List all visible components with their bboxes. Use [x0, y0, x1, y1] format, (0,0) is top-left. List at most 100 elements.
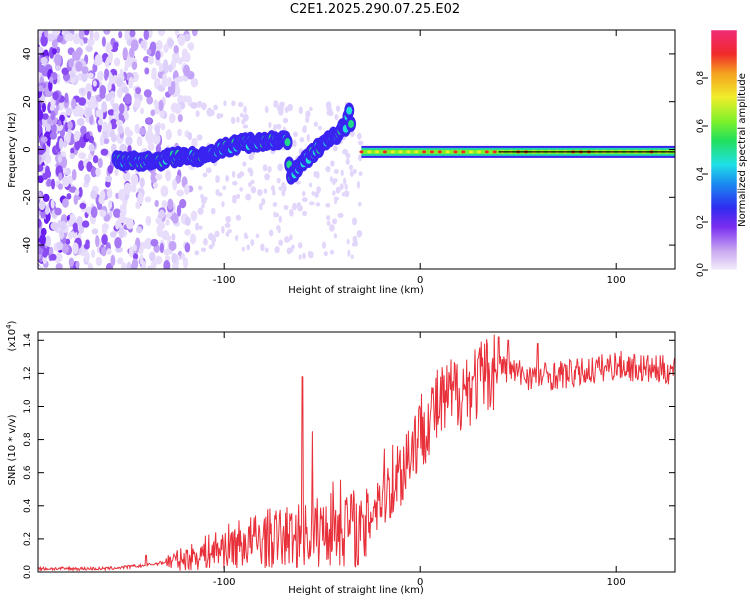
- y-tick-label: 0.2: [23, 532, 33, 546]
- speckle-mark: [247, 167, 252, 173]
- speckle-mark: [100, 190, 106, 200]
- speckle-mark: [201, 204, 205, 208]
- speckle-mark: [184, 229, 191, 236]
- speckle-mark: [283, 185, 287, 192]
- speckle-mark: [340, 183, 344, 190]
- y-tick-label: 1.4: [23, 333, 33, 348]
- speckle-mark: [332, 190, 335, 196]
- speckle-mark: [346, 158, 350, 165]
- speckle-mark: [191, 211, 198, 222]
- speckle-mark: [221, 201, 224, 207]
- speckle-mark: [134, 98, 141, 109]
- speckle-mark: [155, 174, 163, 180]
- speckle-mark: [108, 200, 112, 209]
- speckle-mark: [174, 103, 182, 114]
- speckle-mark: [164, 249, 170, 255]
- speckle-mark: [216, 113, 220, 119]
- speckle-mark: [106, 248, 111, 255]
- speckle-mark: [36, 47, 44, 54]
- speckle-mark: [51, 199, 55, 209]
- speckle-mark: [316, 171, 319, 179]
- speckle-mark: [298, 242, 303, 248]
- ridge-peak: [438, 150, 442, 153]
- speckle-mark: [329, 224, 335, 231]
- snr-scale-factor: (x104): [5, 320, 18, 351]
- speckle-mark: [52, 39, 58, 48]
- y-tick-label: -20: [22, 189, 33, 205]
- speckle-mark: [84, 28, 90, 36]
- speckle-mark: [334, 197, 339, 201]
- speckle-mark: [46, 145, 50, 157]
- speckle-mark: [56, 242, 63, 251]
- speckle-mark: [122, 86, 129, 93]
- speckle-mark: [325, 166, 330, 172]
- speckle-mark: [120, 211, 126, 219]
- speckle-mark: [50, 254, 57, 261]
- speckle-mark: [75, 61, 82, 72]
- speckle-mark: [102, 224, 107, 235]
- speckle-mark: [119, 227, 124, 239]
- speckle-mark: [336, 105, 340, 112]
- speckle-mark: [276, 225, 281, 230]
- speckle-mark: [289, 234, 292, 240]
- speckle-mark: [114, 57, 120, 66]
- ridge-peak: [414, 150, 418, 153]
- speckle-mark: [214, 231, 219, 238]
- speckle-mark: [334, 233, 337, 238]
- speckle-mark: [102, 36, 106, 46]
- speckle-mark: [98, 119, 103, 125]
- ridge-peak: [485, 150, 489, 153]
- speckle-mark: [259, 203, 263, 210]
- speckle-mark: [236, 194, 240, 199]
- speckle-mark: [95, 235, 99, 247]
- speckle-mark: [185, 216, 191, 225]
- speckle-mark: [132, 61, 137, 70]
- speckle-mark: [110, 255, 115, 267]
- speckle-mark: [123, 47, 128, 59]
- speckle-mark: [358, 202, 361, 207]
- speckle-mark: [225, 216, 231, 223]
- speckle-mark: [279, 216, 282, 223]
- speckle-mark: [190, 102, 198, 109]
- speckle-mark: [52, 48, 57, 55]
- ridge-peak: [383, 150, 387, 153]
- speckle-mark: [169, 241, 177, 251]
- colorbar-label: Normalized spectral amplitude: [737, 73, 748, 227]
- speckle-mark: [349, 165, 353, 171]
- speckle-mark: [136, 226, 142, 233]
- speckle-mark: [96, 257, 102, 266]
- speckle-mark: [42, 173, 48, 180]
- speckle-mark: [176, 189, 184, 196]
- speckle-mark: [82, 220, 89, 227]
- speckle-mark: [314, 191, 318, 198]
- speckle-mark: [74, 131, 80, 140]
- speckle-mark: [326, 215, 330, 220]
- colorbar-tick-label: 0.4: [696, 167, 706, 182]
- speckle-mark: [222, 185, 226, 190]
- y-tick-label: 1.2: [23, 366, 33, 380]
- speckle-mark: [263, 164, 268, 171]
- speckle-mark: [154, 200, 158, 207]
- speckle-mark: [119, 103, 125, 114]
- speckle-mark: [132, 258, 138, 269]
- speckle-mark: [169, 113, 176, 123]
- speckle-mark: [135, 87, 141, 94]
- speckle-mark: [98, 158, 103, 168]
- speckle-mark: [75, 261, 79, 268]
- speckle-mark: [125, 136, 132, 145]
- speckle-mark: [86, 108, 93, 117]
- speckle-mark: [58, 155, 62, 163]
- ridge-peak: [399, 150, 403, 153]
- ridge-peak: [461, 150, 465, 153]
- ridge-peak: [446, 150, 450, 153]
- speckle-mark: [345, 184, 348, 190]
- speckle-mark: [300, 137, 305, 142]
- colorbar-tick-label: 0.8: [696, 71, 706, 86]
- speckle-mark: [142, 260, 146, 272]
- y-tick-label: 20: [22, 95, 33, 108]
- speckle-mark: [65, 133, 70, 144]
- speckle-mark: [199, 226, 203, 230]
- speckle-mark: [299, 254, 302, 260]
- speckle-mark: [56, 257, 61, 264]
- colorbar-ticks: 0.00.20.40.60.8: [696, 71, 708, 278]
